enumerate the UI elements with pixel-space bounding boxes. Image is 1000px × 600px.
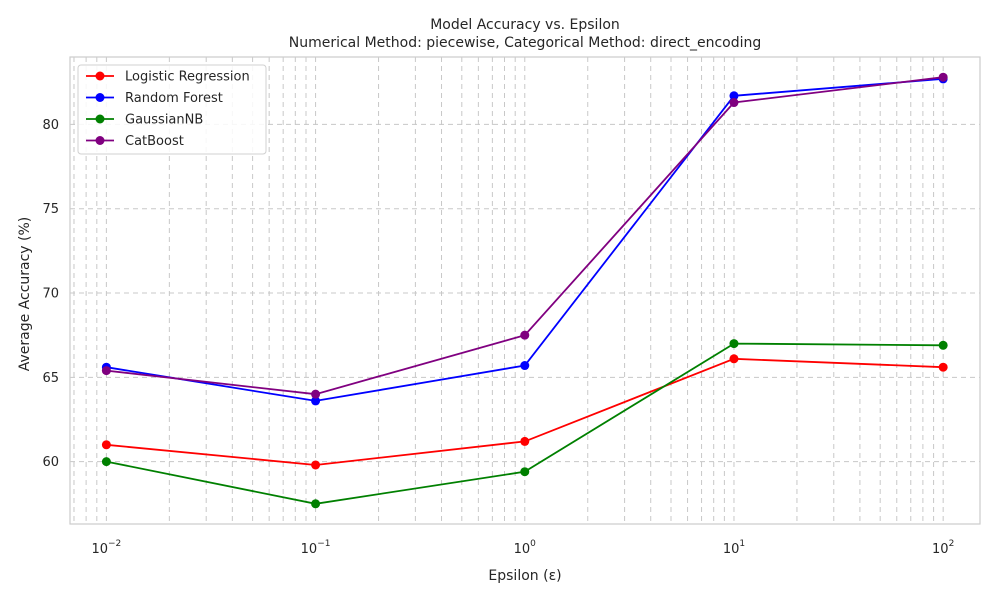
series-group [101,72,948,509]
legend-marker-random-forest [95,93,105,102]
data-point-logistic-regression [311,460,321,470]
legend-label-catboost: CatBoost [125,134,184,149]
y-tick-label: 65 [42,371,59,386]
data-point-catboost [311,389,321,399]
x-tick-label: 102 [932,539,954,557]
chart-subtitle: Numerical Method: piecewise, Categorical… [289,35,762,51]
data-point-gaussiannb [938,340,948,350]
data-point-catboost [729,98,739,108]
legend: Logistic Regression Random Forest Gaussian… [77,64,267,155]
data-point-logistic-regression [520,436,530,446]
y-tick-label: 75 [42,202,59,217]
data-point-logistic-regression [101,440,111,450]
legend-marker-catboost [95,136,105,145]
legend-box [77,64,267,155]
data-point-gaussiannb [311,499,321,509]
legend-label-gaussiannb: GaussianNB [125,113,203,128]
data-point-catboost [520,330,530,340]
data-point-gaussiannb [729,339,739,349]
x-tick-label: 100 [514,539,537,557]
x-tick-label: 10−1 [301,539,331,557]
legend-marker-logistic-regression [95,71,105,81]
data-point-gaussiannb [520,467,530,477]
y-tick-label: 80 [42,118,59,133]
y-axis-label: Average Accuracy (%) [17,217,33,372]
legend-marker-gaussiannb [95,114,105,124]
data-point-random-forest [520,361,530,371]
data-point-logistic-regression [729,354,739,364]
plot-area-frame [69,56,981,525]
data-point-gaussiannb [101,457,111,467]
data-point-logistic-regression [938,362,948,372]
data-point-random-forest [729,91,739,101]
legend-label-random-forest: Random Forest [125,91,223,106]
y-tick-label: 60 [42,455,59,470]
grid [70,57,980,524]
x-axis-label: Epsilon (ε) [488,568,561,584]
tick-labels: 60 65 70 75 80 10−2 10−1 100 101 102 [42,118,954,557]
x-tick-label: 10−2 [91,539,121,557]
x-tick-label: 101 [723,539,745,557]
data-point-catboost [938,72,948,82]
data-point-random-forest [311,396,321,406]
y-tick-label: 70 [42,287,59,302]
data-point-catboost [101,366,111,376]
legend-label-logistic-regression: Logistic Regression [125,70,250,85]
chart-title: Model Accuracy vs. Epsilon [430,17,620,33]
